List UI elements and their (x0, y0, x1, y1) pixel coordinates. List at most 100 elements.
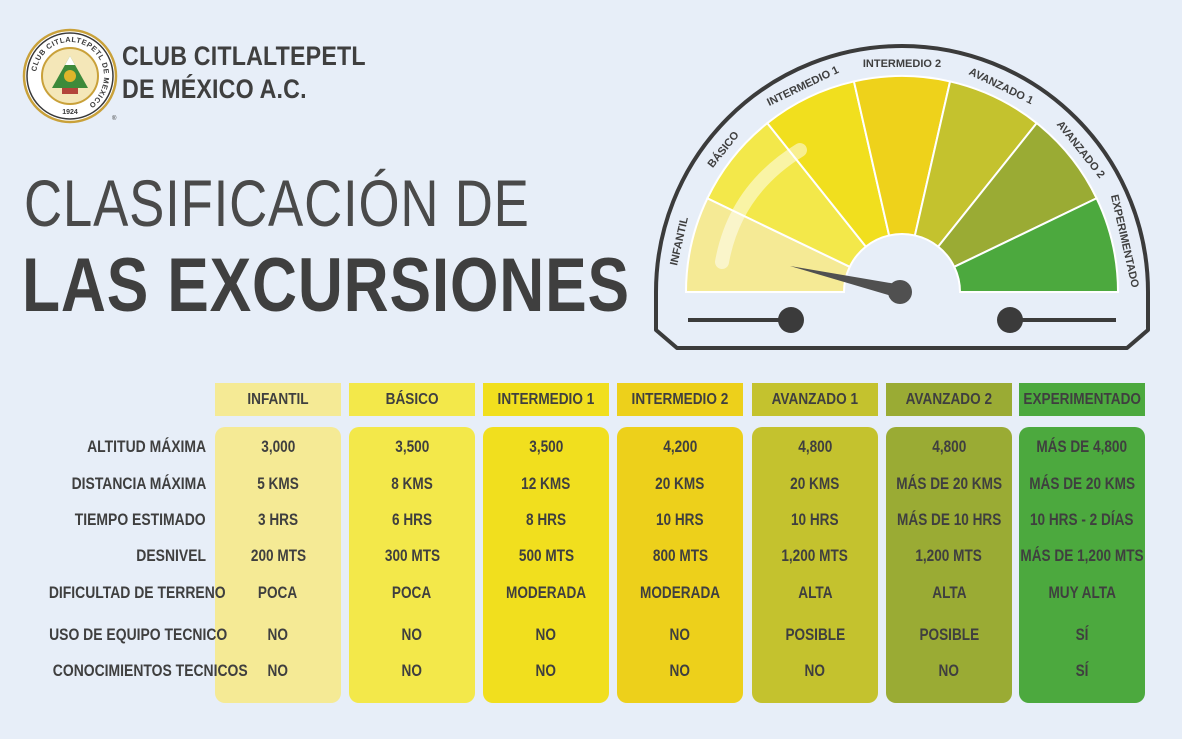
gauge-highlight (715, 143, 807, 269)
table-cell-value: 8 HRS (525, 510, 567, 529)
column-body (483, 427, 609, 703)
table-cell-value: 20 KMS (655, 474, 705, 493)
table-cell-value: ALTA (797, 583, 833, 602)
table-cell-value: 6 HRS (391, 510, 433, 529)
table-cell-value: NO (267, 661, 289, 680)
table-cell-value: NO (669, 661, 691, 680)
table-cell: MÁS DE 20 KMS (1019, 472, 1145, 496)
row-label: TIEMPO ESTIMADO (10, 510, 206, 530)
table-cell: 3 HRS (215, 508, 341, 532)
table-cell: 1,200 MTS (886, 544, 1012, 568)
table-cell-value: NO (535, 661, 557, 680)
row-label-text: USO DE EQUIPO TECNICO (49, 625, 228, 644)
column-header: INFANTIL (215, 383, 341, 416)
table-cell-value: 20 KMS (790, 474, 840, 493)
table-cell: MÁS DE 10 HRS (886, 508, 1012, 532)
table-cell: NO (349, 659, 475, 683)
table-cell: 300 MTS (349, 544, 475, 568)
table-cell: MÁS DE 4,800 (1019, 435, 1145, 459)
column-header-label: BÁSICO (385, 390, 439, 408)
table-cell-value: MUY ALTA (1048, 583, 1116, 602)
row-label-text: DISTANCIA MÁXIMA (71, 474, 206, 493)
gauge-label-7: EXPERIMENTADO (1108, 194, 1141, 290)
table-cell-value: MODERADA (639, 583, 721, 602)
gauge-segment-2 (706, 121, 868, 269)
table-cell-value: MÁS DE 10 HRS (896, 510, 1002, 529)
table-cell-value: ALTA (931, 583, 967, 602)
table-cell: 8 KMS (349, 472, 475, 496)
table-cell: NO (617, 659, 743, 683)
table-cell: NO (215, 659, 341, 683)
table-cell: 500 MTS (483, 544, 609, 568)
table-cell-value: NO (938, 661, 960, 680)
table-cell: NO (752, 659, 878, 683)
table-cell-value: NO (401, 661, 423, 680)
table-cell-value: MÁS DE 20 KMS (896, 474, 1002, 493)
table-cell-value: NO (401, 625, 423, 644)
row-label: DIFICULTAD DE TERRENO (10, 583, 226, 603)
table-cell-value: 300 MTS (384, 546, 440, 565)
table-cell-value: POSIBLE (785, 625, 845, 644)
svg-text:®: ® (112, 115, 117, 122)
table-cell-value: 3,500 (528, 437, 564, 456)
table-cell-value: NO (804, 661, 826, 680)
table-cell: NO (215, 623, 341, 647)
gauge-segment-6 (936, 121, 1098, 269)
column-header: AVANZADO 2 (886, 383, 1012, 416)
table-cell-value: 4,200 (662, 437, 698, 456)
gauge-segment-5 (913, 80, 1039, 249)
column-header: AVANZADO 1 (752, 383, 878, 416)
club-name-line1: CLUB CITLALTEPETL (122, 41, 366, 71)
column-header: INTERMEDIO 2 (617, 383, 743, 416)
table-cell-value: MODERADA (505, 583, 587, 602)
table-cell: 800 MTS (617, 544, 743, 568)
table-cell: 12 KMS (483, 472, 609, 496)
table-cell-value: 200 MTS (250, 546, 306, 565)
column-body (886, 427, 1012, 703)
gauge-knob-left (778, 307, 804, 333)
table-cell-value: 800 MTS (652, 546, 708, 565)
table-cell-value: NO (535, 625, 557, 644)
table-cell: 1,200 MTS (752, 544, 878, 568)
table-cell-value: 500 MTS (518, 546, 574, 565)
table-cell: 10 HRS (752, 508, 878, 532)
column-body (617, 427, 743, 703)
table-cell-value: 10 HRS - 2 DÍAS (1030, 510, 1134, 529)
table-cell-value: NO (267, 625, 289, 644)
table-cell: 200 MTS (215, 544, 341, 568)
table-cell: 3,500 (483, 435, 609, 459)
title-line1: CLASIFICACIÓN DE (24, 166, 530, 240)
row-label: ALTITUD MÁXIMA (10, 437, 206, 457)
table-cell-value: 1,200 MTS (781, 546, 849, 565)
club-name-line2: DE MÉXICO A.C. (122, 74, 307, 104)
table-cell-value: 10 HRS (656, 510, 704, 529)
gauge-needle-hub (888, 280, 912, 304)
gauge-label-2: BÁSICO (705, 128, 742, 170)
gauge-needle (790, 266, 902, 299)
row-label-text: TIEMPO ESTIMADO (75, 510, 206, 529)
table-cell: NO (886, 659, 1012, 683)
table-cell-value: 3,000 (260, 437, 296, 456)
table-cell: 10 HRS (617, 508, 743, 532)
column-body (1019, 427, 1145, 703)
row-label: USO DE EQUIPO TECNICO (10, 625, 227, 645)
table-cell-value: SÍ (1075, 625, 1089, 644)
table-cell: 5 KMS (215, 472, 341, 496)
table-cell-value: 12 KMS (521, 474, 571, 493)
table-cell: 8 HRS (483, 508, 609, 532)
gauge-label-3: INTERMEDIO 1 (765, 64, 841, 109)
table-cell: 4,200 (617, 435, 743, 459)
table-cell: NO (349, 623, 475, 647)
gauge-segment-3 (765, 80, 891, 249)
table-cell-value: POSIBLE (919, 625, 979, 644)
row-label: DISTANCIA MÁXIMA (10, 474, 206, 494)
table-cell: 4,800 (886, 435, 1012, 459)
club-seal-logo: CLUB CITLALTEPETL DE MEXICO 1924 ® (22, 28, 118, 124)
table-cell-value: MÁS DE 1,200 MTS (1020, 546, 1144, 565)
table-cell: MODERADA (483, 581, 609, 605)
table-cell: SÍ (1019, 623, 1145, 647)
column-header-label: INTERMEDIO 2 (631, 390, 729, 408)
gauge-label-6: AVANZADO 2 (1054, 119, 1107, 181)
table-cell: 20 KMS (617, 472, 743, 496)
row-label-text: ALTITUD MÁXIMA (87, 437, 206, 456)
